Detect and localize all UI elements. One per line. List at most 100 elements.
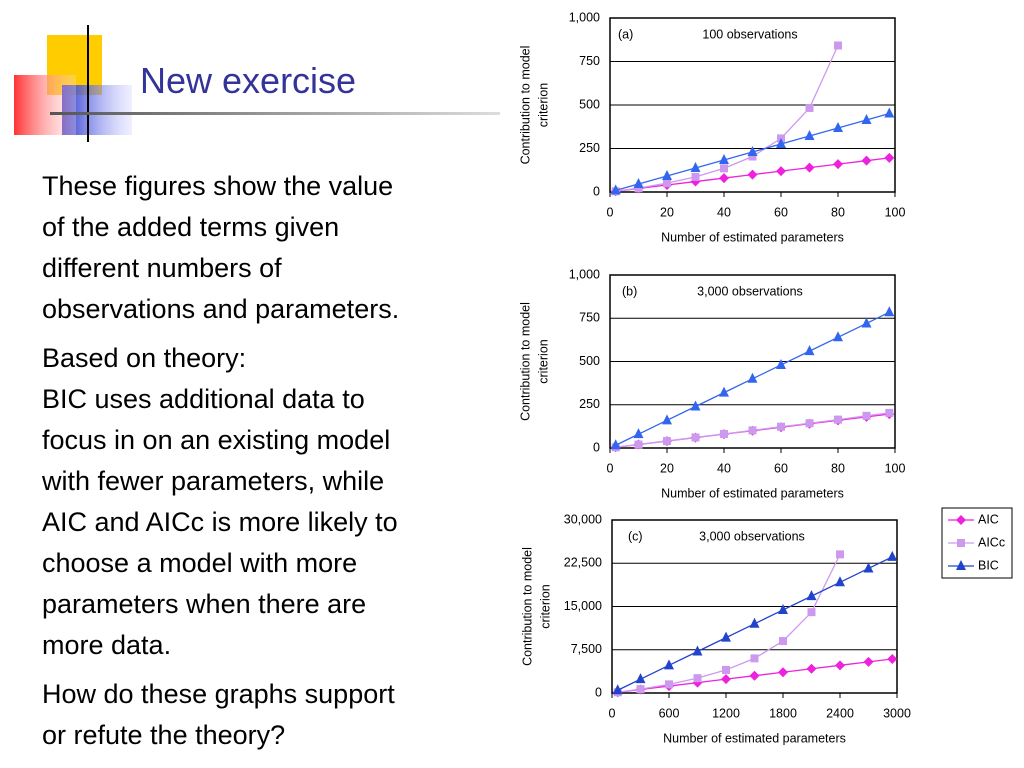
text-line: or refute the theory? [42,720,286,750]
marker [834,41,842,50]
text-line: BIC uses additional data to [42,384,365,414]
marker [804,162,815,173]
marker [956,560,966,570]
marker [833,159,843,170]
y-tick-label: 0 [593,184,600,198]
paragraph: These figures show the value of the added… [42,166,399,330]
marker [720,429,728,438]
marker [885,408,894,417]
marker [807,608,816,617]
marker [633,428,644,439]
paragraph: How do these graphs support or refute the… [42,674,399,756]
marker [720,164,728,173]
series-group [610,306,895,453]
marker [610,439,621,450]
annotation-label: (b) [622,284,637,298]
marker [777,422,785,431]
x-tick-label: 20 [660,205,674,219]
y-tick-label: 0 [593,440,600,454]
x-tick-label: 60 [774,205,788,219]
x-axis-label: Number of estimated parameters [661,230,844,244]
y-tick-label: 22,500 [564,556,602,570]
marker [776,137,786,148]
marker [692,645,703,656]
marker [662,169,672,180]
marker [863,656,874,667]
marker [636,685,645,694]
text-line: focus in on an existing model [42,425,391,455]
marker [635,673,646,684]
marker [887,550,898,561]
marker [862,411,871,420]
slide-body: These figures show the value of the added… [42,166,399,764]
legend-label: AIC [978,512,999,526]
marker [748,426,757,435]
marker [956,515,966,525]
marker [690,400,701,411]
marker [836,550,844,559]
marker [884,306,895,317]
x-tick-label: 100 [885,205,906,219]
paragraph: Based on theory: BIC uses additional data… [42,338,399,666]
marker [806,663,817,674]
marker [719,153,729,164]
marker [664,659,674,670]
marker [804,345,815,356]
y-axis-label: criterion [536,339,550,384]
deco-hline [50,112,500,115]
marker [805,103,814,112]
marker [691,433,700,442]
text-line: with fewer parameters, while [42,466,385,496]
marker [634,440,643,449]
marker [633,177,644,188]
marker [861,113,872,124]
x-tick-label: 1200 [712,706,740,720]
text-line: choose a model with more [42,548,358,578]
series-group [610,41,895,197]
legend-label: BIC [978,558,999,572]
marker [747,145,758,156]
y-tick-label: 7,500 [571,642,602,656]
marker [665,680,673,689]
marker [749,670,760,681]
x-tick-label: 600 [659,706,680,720]
marker [662,414,672,425]
x-tick-label: 0 [607,461,614,475]
legend-label: AICc [978,535,1005,549]
y-tick-label: 1,000 [569,267,600,281]
y-axis-label: Contribution to model [518,302,532,421]
plot-frame [609,17,896,193]
x-axis-label: Number of estimated parameters [663,731,846,745]
marker [612,684,623,695]
y-tick-label: 500 [579,97,600,111]
marker [863,562,874,573]
x-tick-label: 0 [609,706,616,720]
text-line: parameters when there are [42,589,367,619]
y-tick-label: 30,000 [564,512,602,526]
plot-frame [611,519,898,694]
marker [884,107,895,118]
marker [691,172,700,181]
marker [861,155,872,166]
annotation: 100 observations [702,27,797,41]
marker [778,603,788,614]
marker [778,667,788,678]
marker [748,152,757,161]
x-axis-label: Number of estimated parameters [661,486,844,500]
y-tick-label: 500 [579,354,600,368]
marker [747,372,758,383]
marker [835,576,845,587]
marker [721,674,731,685]
marker [721,631,731,642]
y-tick-label: 1,000 [569,10,600,24]
slide-title: New exercise [140,60,357,101]
y-tick-label: 750 [579,54,600,68]
marker [834,415,842,424]
y-tick-label: 0 [595,685,602,699]
y-axis-label: criterion [538,584,552,629]
marker [663,179,671,188]
y-tick-label: 250 [579,397,600,411]
